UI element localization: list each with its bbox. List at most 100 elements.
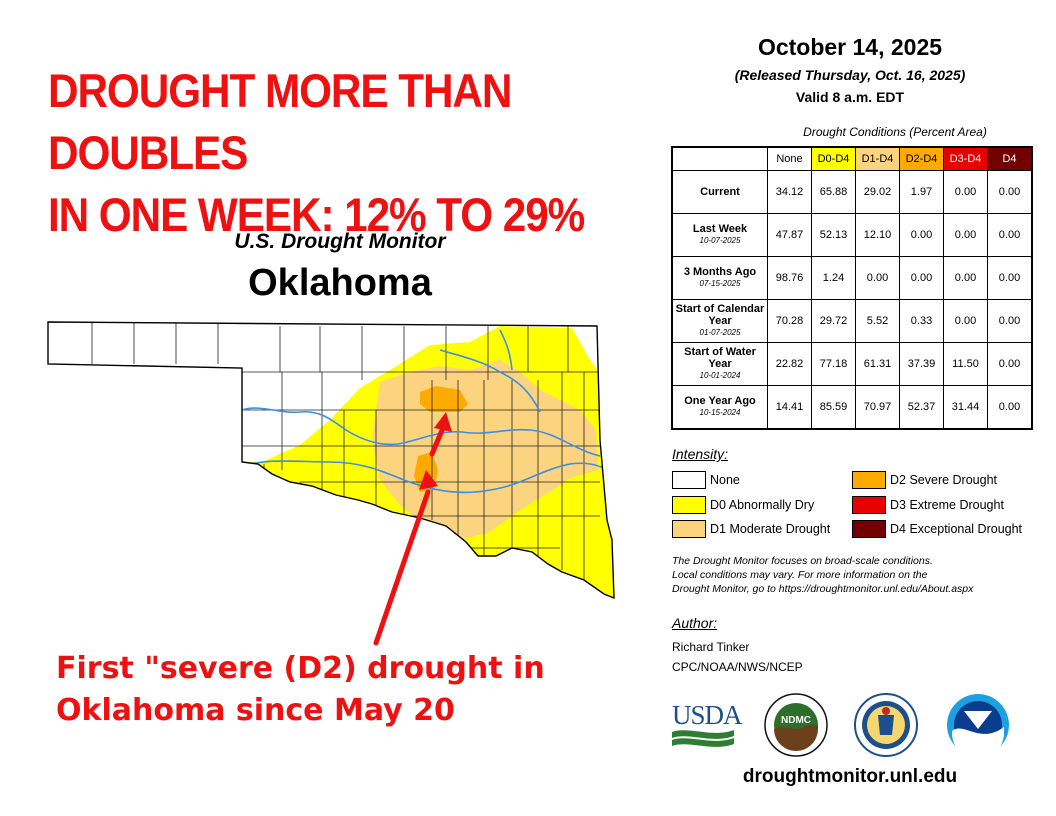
table-cell: 52.13 bbox=[811, 213, 856, 257]
row-label-text: 3 Months Ago bbox=[683, 266, 757, 278]
ndmc-logo-text: NDMC bbox=[781, 715, 811, 726]
table-cell: 85.59 bbox=[811, 385, 856, 429]
table-cell: 14.41 bbox=[767, 385, 812, 429]
column-header: D2-D4 bbox=[899, 147, 944, 171]
legend-swatch bbox=[852, 471, 886, 489]
row-label-text: Start of Calendar Year bbox=[675, 303, 765, 327]
drought-conditions-table: None D0-D4 D1-D4 D2-D4 D3-D4 D4 Current … bbox=[671, 146, 1033, 430]
usda-logo-text: USDA bbox=[672, 700, 743, 730]
noaa-logo bbox=[947, 694, 1009, 759]
table-cell: 12.10 bbox=[855, 213, 900, 257]
note-line-2: Local conditions may vary. For more info… bbox=[672, 569, 928, 581]
legend-swatch bbox=[672, 471, 706, 489]
column-header: D1-D4 bbox=[855, 147, 900, 171]
table-row: Current 34.12 65.88 29.02 1.97 0.00 0.00 bbox=[672, 170, 1032, 214]
ndmc-logo: NDMC bbox=[764, 693, 828, 757]
row-label-text: Last Week bbox=[692, 223, 748, 235]
table-row: Start of Calendar Year 01-07-2025 70.28 2… bbox=[672, 299, 1032, 343]
column-header: D4 bbox=[987, 147, 1032, 171]
table-cell: 77.18 bbox=[811, 342, 856, 386]
state-outline bbox=[47, 321, 615, 600]
table-header-row: None D0-D4 D1-D4 D2-D4 D3-D4 D4 bbox=[673, 147, 1032, 171]
legend-label: D2 Severe Drought bbox=[890, 473, 998, 487]
table-cell: 0.00 bbox=[987, 299, 1032, 343]
conditions-caption: Drought Conditions (Percent Area) bbox=[803, 125, 987, 139]
table-row: One Year Ago 10-15-2024 14.41 85.59 70.97… bbox=[672, 385, 1032, 429]
table-cell: 11.50 bbox=[943, 342, 988, 386]
table-row: 3 Months Ago 07-15-2025 98.76 1.24 0.00 0… bbox=[672, 256, 1032, 300]
author-title: Author: bbox=[672, 615, 718, 631]
legend-label: D3 Extreme Drought bbox=[890, 498, 1004, 512]
note-line-1: The Drought Monitor focuses on broad-sca… bbox=[672, 555, 933, 567]
table-cell: 98.76 bbox=[767, 256, 812, 300]
legend-label: D1 Moderate Drought bbox=[710, 522, 831, 536]
row-label: Start of Water Year 10-01-2024 bbox=[672, 342, 768, 386]
author-block: Richard Tinker CPC/NOAA/NWS/NCEP bbox=[672, 637, 803, 677]
table-cell: 70.28 bbox=[767, 299, 812, 343]
table-cell: 0.00 bbox=[987, 213, 1032, 257]
partner-logos: USDA NDMC bbox=[672, 693, 1009, 759]
row-label: Last Week 10-07-2025 bbox=[672, 213, 768, 257]
table-cell: 0.00 bbox=[987, 342, 1032, 386]
table-cell: 52.37 bbox=[899, 385, 944, 429]
table-cell: 5.52 bbox=[855, 299, 900, 343]
row-label-text: Current bbox=[700, 186, 740, 198]
table-cell: 29.02 bbox=[855, 170, 900, 214]
table-cell: 1.24 bbox=[811, 256, 856, 300]
table-cell: 0.00 bbox=[943, 213, 988, 257]
legend-label: None bbox=[710, 473, 740, 487]
row-date: 01-07-2025 bbox=[699, 328, 741, 337]
legend-swatch bbox=[852, 520, 886, 538]
valid-time: Valid 8 a.m. EDT bbox=[795, 89, 905, 105]
report-date: October 14, 2025 bbox=[757, 34, 943, 60]
table-cell: 61.31 bbox=[855, 342, 900, 386]
row-date: 10-15-2024 bbox=[699, 408, 741, 417]
row-label: Start of Calendar Year 01-07-2025 bbox=[672, 299, 768, 343]
row-date: 10-01-2024 bbox=[699, 371, 741, 380]
table-cell: 37.39 bbox=[899, 342, 944, 386]
table-cell: 0.00 bbox=[943, 170, 988, 214]
table-cell: 47.87 bbox=[767, 213, 812, 257]
column-header: None bbox=[767, 147, 812, 171]
table-row: Last Week 10-07-2025 47.87 52.13 12.10 0.… bbox=[672, 213, 1032, 257]
table-cell: 29.72 bbox=[811, 299, 856, 343]
table-cell: 0.00 bbox=[987, 170, 1032, 214]
usda-logo: USDA bbox=[672, 700, 744, 747]
headline-line-1: DROUGHT MORE THAN DOUBLES bbox=[48, 64, 512, 179]
row-date: 07-15-2025 bbox=[699, 279, 741, 288]
row-label: 3 Months Ago 07-15-2025 bbox=[672, 256, 768, 300]
legend-swatch bbox=[672, 496, 706, 514]
table-cell: 31.44 bbox=[943, 385, 988, 429]
column-header: D3-D4 bbox=[943, 147, 988, 171]
table-cell: 70.97 bbox=[855, 385, 900, 429]
row-label: Current bbox=[672, 170, 768, 214]
legend-swatch bbox=[672, 520, 706, 538]
drought-shading bbox=[48, 322, 614, 598]
release-date: (Released Thursday, Oct. 16, 2025) bbox=[734, 67, 966, 83]
column-header: D0-D4 bbox=[811, 147, 856, 171]
annotation-line-2: Oklahoma since May 20 bbox=[56, 693, 455, 728]
table-cell: 0.33 bbox=[899, 299, 944, 343]
author-name: Richard Tinker bbox=[672, 640, 750, 654]
note-line-3: Drought Monitor, go to https://droughtmo… bbox=[672, 583, 974, 595]
legend-swatch bbox=[852, 496, 886, 514]
table-row: Start of Water Year 10-01-2024 22.82 77.1… bbox=[672, 342, 1032, 386]
county-lines bbox=[91, 322, 600, 580]
annotation-arrows bbox=[373, 412, 452, 646]
table-cell: 1.97 bbox=[899, 170, 944, 214]
row-label-text: Start of Water Year bbox=[684, 346, 756, 370]
legend-label: D4 Exceptional Drought bbox=[890, 522, 1023, 536]
table-cell: 0.00 bbox=[943, 299, 988, 343]
map-title: U.S. Drought Monitor bbox=[234, 230, 446, 253]
table-cell: 0.00 bbox=[943, 256, 988, 300]
table-cell: 22.82 bbox=[767, 342, 812, 386]
table-cell: 0.00 bbox=[899, 213, 944, 257]
table-cell: 34.12 bbox=[767, 170, 812, 214]
table-corner bbox=[673, 148, 768, 171]
disclaimer-note: The Drought Monitor focuses on broad-sca… bbox=[672, 554, 1042, 596]
row-date: 10-07-2025 bbox=[699, 236, 741, 245]
headline: DROUGHT MORE THAN DOUBLES IN ONE WEEK: 1… bbox=[48, 60, 624, 246]
website-url: droughtmonitor.unl.edu bbox=[742, 766, 958, 787]
legend-label: D0 Abnormally Dry bbox=[710, 498, 815, 512]
